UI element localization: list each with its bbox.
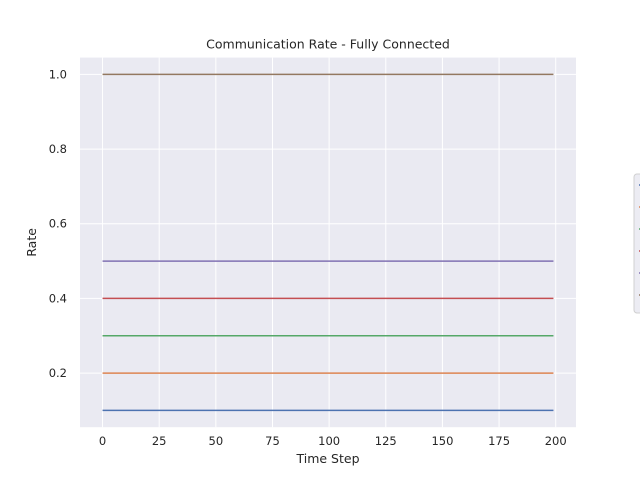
y-tick-label: 0.6: [49, 217, 67, 231]
x-tick-label: 100: [318, 434, 340, 448]
x-tick-label: 175: [488, 434, 510, 448]
x-tick-label: 0: [99, 434, 106, 448]
y-tick-label: 1.0: [49, 67, 67, 81]
plot-background: [80, 57, 576, 428]
x-tick-label: 50: [209, 434, 224, 448]
legend: [633, 173, 640, 314]
series-layer: [102, 73, 554, 412]
x-tick-label: 125: [375, 434, 397, 448]
legend-box: [633, 173, 640, 314]
y-tick-label: 0.2: [49, 366, 67, 380]
x-tick-label: 25: [152, 434, 167, 448]
x-tick-label: 200: [545, 434, 567, 448]
x-axis-label: Time Step: [295, 451, 359, 466]
chart-title: Communication Rate - Fully Connected: [206, 37, 450, 52]
x-tick-label: 150: [431, 434, 453, 448]
y-tick-label: 0.8: [49, 142, 67, 156]
x-axis-ticks: 0 25 50 75 100 125 150 175 200: [99, 434, 567, 448]
x-tick-label: 75: [265, 434, 280, 448]
y-axis-label: Rate: [24, 228, 39, 257]
y-axis-ticks: 0.2 0.4 0.6 0.8 1.0: [49, 67, 67, 380]
y-tick-label: 0.4: [49, 291, 67, 305]
